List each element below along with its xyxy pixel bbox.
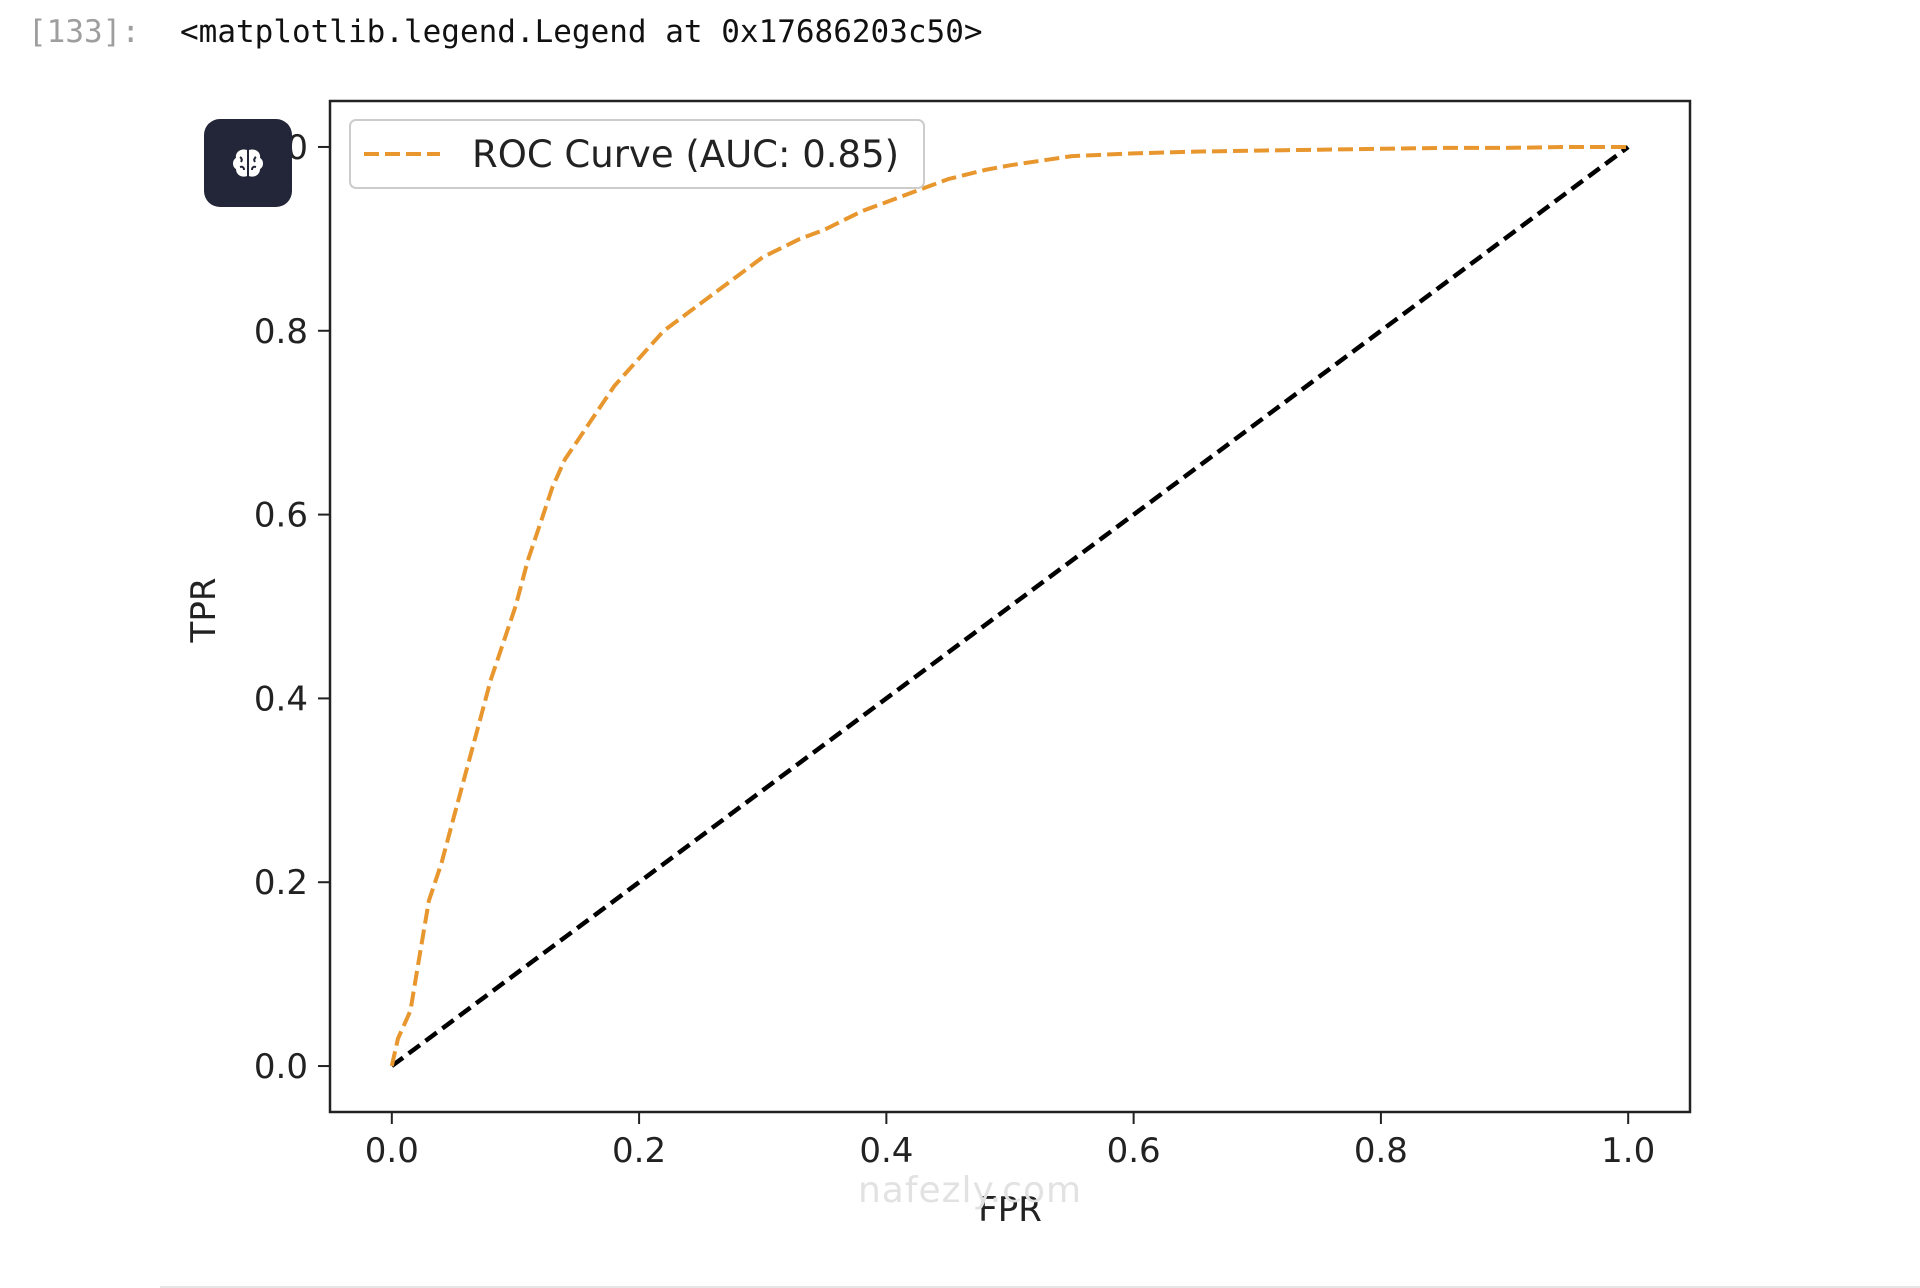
legend-box <box>349 119 925 189</box>
x-tick-label: 0.0 <box>365 1131 419 1171</box>
series-lines <box>389 145 1630 1068</box>
brain-icon <box>233 149 263 177</box>
x-tick-label: 0.6 <box>1107 1131 1161 1171</box>
plot-frame <box>328 99 1692 1114</box>
baseline-diagonal-line <box>390 145 1630 1068</box>
output-prompt: [133]: <box>28 14 140 50</box>
x-axis-label: FPR <box>978 1190 1042 1230</box>
y-tick-label: 0.0 <box>254 1047 308 1087</box>
roc-curve-line <box>389 145 1629 1067</box>
watermark-text: nafezly.com <box>857 1170 1083 1211</box>
y-axis-label: TPR <box>184 578 224 644</box>
legend-label: ROC Curve (AUC: 0.85) <box>472 133 899 176</box>
y-tick-label: 0.4 <box>254 679 308 719</box>
brain-toolbar-button[interactable] <box>204 119 292 207</box>
x-tick-label: 1.0 <box>1601 1131 1655 1171</box>
y-tick-label: 0.8 <box>254 312 308 352</box>
x-tick-label: 0.8 <box>1354 1131 1408 1171</box>
legend: ROC Curve (AUC: 0.85) <box>349 119 925 189</box>
y-tick-label: 0.6 <box>254 496 308 536</box>
x-tick-label: 0.4 <box>859 1131 913 1171</box>
y-tick-label: 0.2 <box>254 863 308 903</box>
x-tick-label: 0.2 <box>612 1131 666 1171</box>
output-text: <matplotlib.legend.Legend at 0x17686203c… <box>180 14 983 50</box>
